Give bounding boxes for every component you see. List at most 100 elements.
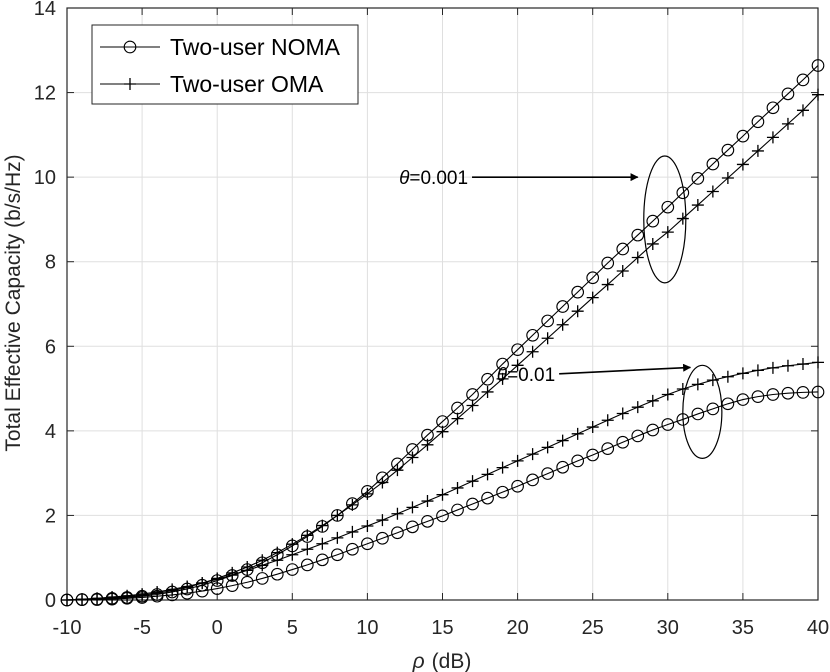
data-point-plus	[316, 519, 329, 532]
data-point-circle	[331, 548, 344, 562]
data-point-circle	[601, 256, 615, 270]
data-point-circle	[766, 101, 780, 115]
data-point-circle	[346, 542, 359, 556]
data-point-circle	[586, 448, 600, 462]
data-point-circle	[511, 479, 524, 493]
annotation-arrow	[559, 363, 692, 375]
data-point-plus	[136, 588, 149, 601]
data-point-circle	[451, 503, 464, 517]
data-point-circle	[541, 467, 554, 480]
data-point-circle	[796, 386, 810, 399]
data-point-circle	[616, 242, 630, 256]
data-point-plus	[181, 580, 194, 593]
data-point-circle	[751, 115, 765, 129]
data-point-plus	[796, 104, 809, 117]
data-point-plus	[406, 451, 419, 464]
data-point-plus	[661, 226, 674, 239]
data-point-plus	[421, 438, 434, 451]
x-tick-label: 40	[807, 617, 829, 639]
data-point-plus	[661, 388, 674, 401]
data-point-plus	[76, 593, 89, 606]
data-point-circle	[481, 491, 494, 505]
data-point-circle	[751, 390, 765, 403]
data-point-plus	[466, 399, 479, 412]
data-point-plus	[586, 291, 599, 304]
data-point-plus	[616, 265, 629, 278]
data-point-plus	[631, 251, 644, 264]
data-point-circle	[300, 558, 314, 572]
data-point-plus	[586, 421, 599, 434]
data-point-plus	[451, 412, 464, 425]
data-point-plus	[601, 278, 614, 291]
legend-item-oma: Two-user OMA	[100, 71, 324, 97]
data-point-circle	[586, 271, 600, 285]
data-point-circle	[376, 531, 389, 545]
data-point-plus	[691, 378, 704, 391]
data-point-plus	[706, 185, 719, 198]
data-point-plus	[766, 361, 779, 374]
data-point-circle	[706, 402, 720, 416]
data-point-circle	[556, 300, 570, 313]
y-tick-label: 4	[45, 421, 56, 443]
y-tick-label: 14	[34, 0, 56, 20]
data-point-circle	[736, 129, 750, 143]
data-point-plus	[736, 367, 749, 380]
data-point-plus	[541, 441, 554, 454]
data-point-plus	[226, 569, 239, 582]
data-point-plus	[721, 171, 734, 184]
data-point-circle	[631, 228, 645, 242]
y-tick-label: 2	[45, 505, 56, 527]
data-point-circle	[811, 59, 825, 72]
data-point-plus	[151, 585, 164, 598]
data-point-circle	[631, 429, 645, 443]
data-point-plus	[691, 199, 704, 212]
data-point-plus	[751, 364, 764, 377]
data-point-circle	[661, 200, 675, 214]
data-point-circle	[315, 553, 329, 567]
data-point-plus	[376, 476, 389, 489]
data-point-plus	[196, 577, 209, 590]
data-point-plus	[526, 448, 539, 461]
data-point-circle	[436, 509, 449, 523]
x-tick-label: 35	[732, 617, 754, 639]
data-point-plus	[511, 454, 524, 467]
y-tick-label: 0	[45, 590, 56, 612]
data-point-plus	[301, 543, 314, 556]
data-point-circle	[691, 407, 705, 421]
data-point-plus	[526, 345, 539, 358]
data-point-plus	[601, 414, 614, 427]
data-point-plus	[346, 498, 359, 511]
data-point-plus	[616, 407, 629, 420]
data-point-plus	[781, 117, 794, 130]
data-point-plus	[646, 237, 659, 250]
data-point-plus	[391, 507, 404, 520]
data-point-circle	[646, 214, 660, 228]
x-tick-label: 25	[582, 617, 604, 639]
x-tick-label: -5	[133, 617, 151, 639]
data-point-plus	[211, 573, 224, 586]
legend-plus-marker-icon	[124, 78, 136, 90]
x-tick-label: 30	[657, 617, 679, 639]
data-point-circle	[240, 575, 254, 589]
data-point-circle	[601, 442, 615, 455]
data-point-plus	[556, 318, 569, 331]
data-point-plus	[571, 427, 584, 440]
data-point-circle	[466, 497, 479, 511]
data-point-plus	[271, 554, 284, 567]
data-point-plus	[796, 358, 809, 371]
legend-item-noma: Two-user NOMA	[100, 34, 341, 60]
data-point-circle	[361, 537, 374, 551]
data-point-plus	[496, 461, 509, 474]
data-point-plus	[812, 88, 824, 101]
x-axis-label-var: ρ	[412, 650, 425, 672]
data-point-plus	[541, 332, 554, 345]
data-point-plus	[256, 559, 269, 572]
data-point-plus	[346, 525, 359, 538]
data-point-circle	[736, 393, 750, 406]
data-point-circle	[511, 343, 524, 357]
data-point-circle	[421, 514, 434, 528]
data-point-plus	[301, 529, 314, 542]
data-point-plus	[466, 475, 479, 488]
